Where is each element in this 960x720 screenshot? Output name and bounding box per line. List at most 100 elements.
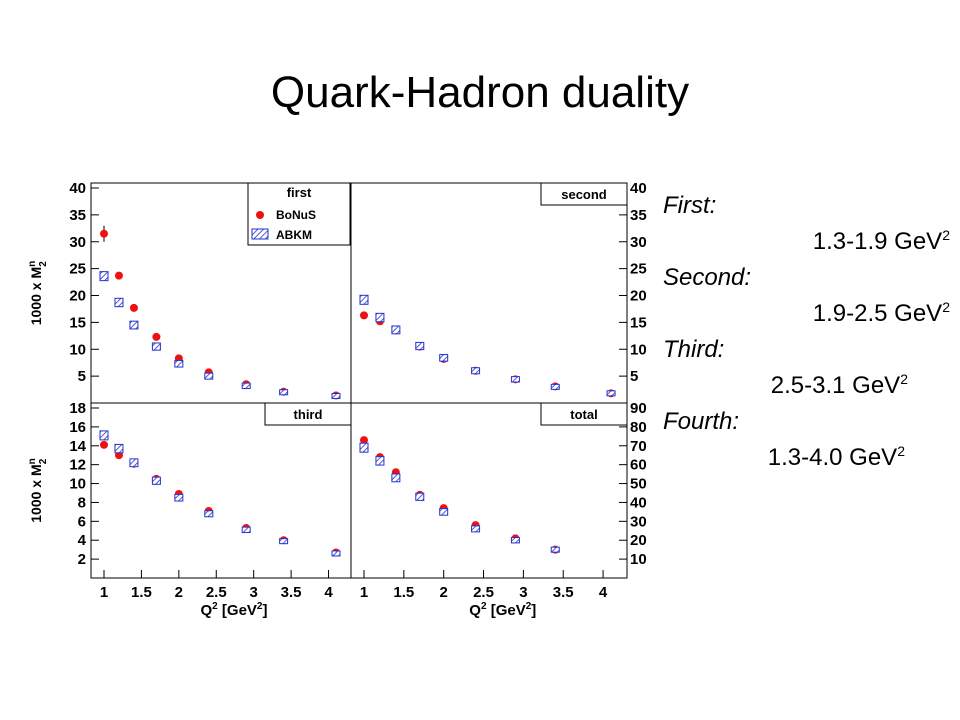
x-tick-label: 2.5 xyxy=(206,584,227,601)
y-tick-label: 20 xyxy=(630,532,647,549)
y-tick-label: 14 xyxy=(69,438,86,455)
abkm-point xyxy=(359,294,369,305)
abkm-point xyxy=(99,430,109,441)
y-tick-label: 35 xyxy=(630,207,647,224)
q2-bin-list: First: 1.3-1.9 GeV2 Second: 1.9-2.5 GeV2… xyxy=(663,188,960,476)
abkm-point xyxy=(415,492,425,501)
abkm-point xyxy=(510,376,520,383)
abkm-point xyxy=(114,443,124,454)
panel-title: third xyxy=(294,407,323,422)
abkm-point xyxy=(375,312,385,323)
y-tick-label: 6 xyxy=(78,513,86,530)
y-tick-label: 40 xyxy=(69,180,86,197)
y-tick-label: 18 xyxy=(69,400,86,417)
bonus-point xyxy=(360,311,368,320)
abkm-point xyxy=(606,390,616,397)
panel-second: 5 10 15 20 25 30 35 40 second xyxy=(359,180,647,398)
y-tick-label: 20 xyxy=(69,288,86,305)
abkm-point xyxy=(471,367,481,375)
bin-second: Second: 1.9-2.5 GeV2 xyxy=(663,260,960,332)
x-tick-label: 3 xyxy=(519,584,527,601)
abkm-point xyxy=(241,526,251,534)
x-tick-label: 1 xyxy=(360,584,368,601)
abkm-point xyxy=(129,458,139,468)
x-tick-label: 1.5 xyxy=(393,584,414,601)
y-tick-label: 15 xyxy=(69,314,86,331)
abkm-point xyxy=(391,473,401,483)
bonus-point xyxy=(129,303,138,312)
x-axis-label: Q2 [GeV2] xyxy=(201,601,268,619)
y-tick-label: 8 xyxy=(78,494,86,511)
bin-fourth: Fourth: 1.3-4.0 GeV2 xyxy=(663,404,960,476)
y-tick-label: 80 xyxy=(630,419,647,436)
panel-title-box xyxy=(264,402,352,426)
y-tick-label: 10 xyxy=(630,551,647,568)
bin-third-name: Third: xyxy=(663,336,725,363)
abkm-point xyxy=(99,271,109,282)
x-tick-label: 2 xyxy=(175,584,183,601)
abkm-point xyxy=(279,389,289,396)
y-tick-label: 16 xyxy=(69,419,86,436)
bonus-point xyxy=(152,332,161,341)
x-tick-label: 2.5 xyxy=(473,584,494,601)
y-tick-label: 5 xyxy=(630,368,638,385)
x-tick-label: 1 xyxy=(100,584,108,601)
panel-first: 5 10 15 20 25 30 35 40 1000 x Mn2 first BoNuS ABKM xyxy=(27,180,351,400)
abkm-point xyxy=(550,383,560,390)
y-tick-label: 30 xyxy=(630,234,647,251)
y-axis-label: 1000 x Mn2 xyxy=(27,458,49,522)
y-tick-label: 25 xyxy=(69,261,86,278)
panel-title: first xyxy=(287,185,312,200)
x-tick-label: 4 xyxy=(599,584,608,601)
abkm-point xyxy=(174,493,184,502)
y-tick-label: 4 xyxy=(78,532,87,549)
abkm-point xyxy=(550,546,560,553)
legend-abkm-marker xyxy=(251,228,269,240)
abkm-point xyxy=(204,510,214,518)
y-tick-label: 25 xyxy=(630,261,647,278)
bin-third-range: 2.5-3.1 GeV2 xyxy=(770,371,908,399)
abkm-point xyxy=(439,354,449,362)
y-tick-label: 10 xyxy=(630,341,647,358)
abkm-point xyxy=(151,476,161,485)
y-tick-label: 10 xyxy=(69,341,86,358)
y-tick-label: 35 xyxy=(69,207,86,224)
abkm-point xyxy=(510,537,520,544)
abkm-point xyxy=(204,372,214,380)
bin-first: First: 1.3-1.9 GeV2 xyxy=(663,188,960,260)
y-tick-label: 70 xyxy=(630,438,647,455)
abkm-point xyxy=(375,456,385,466)
abkm-point xyxy=(415,341,425,351)
x-axis-label: Q2 [GeV2] xyxy=(469,601,536,619)
y-tick-label: 5 xyxy=(78,368,86,385)
abkm-point xyxy=(391,325,401,335)
x-tick-label: 3.5 xyxy=(553,584,574,601)
slide-title: Quark-Hadron duality xyxy=(270,68,690,117)
x-tick-label: 3.5 xyxy=(281,584,302,601)
panel-title: second xyxy=(561,187,607,202)
bin-fourth-name: Fourth: xyxy=(663,408,740,435)
x-tick-label: 4 xyxy=(324,584,333,601)
y-tick-label: 10 xyxy=(69,476,86,493)
abkm-point xyxy=(331,393,341,400)
y-tick-label: 15 xyxy=(630,314,647,331)
bonus-point xyxy=(100,440,108,449)
y-tick-label: 12 xyxy=(69,457,86,474)
y-tick-label: 20 xyxy=(630,288,647,305)
bonus-point xyxy=(360,436,368,445)
abkm-point xyxy=(279,538,289,545)
abkm-point xyxy=(151,342,161,351)
bin-first-name: First: xyxy=(663,192,717,219)
y-axis-label: 1000 x Mn2 xyxy=(27,261,49,325)
panel-title-box xyxy=(540,182,628,206)
abkm-point xyxy=(439,508,449,516)
y-tick-label: 60 xyxy=(630,457,647,474)
panel-title: total xyxy=(570,407,597,422)
panel-third: 2 4 6 810 12 14 16 18 1 1.5 2 2.5 3 3.5 4 Q2 [GeV2] 1000… xyxy=(27,400,352,619)
y-tick-label: 40 xyxy=(630,494,647,511)
legend-abkm-label: ABKM xyxy=(276,228,312,242)
y-tick-label: 50 xyxy=(630,476,647,493)
